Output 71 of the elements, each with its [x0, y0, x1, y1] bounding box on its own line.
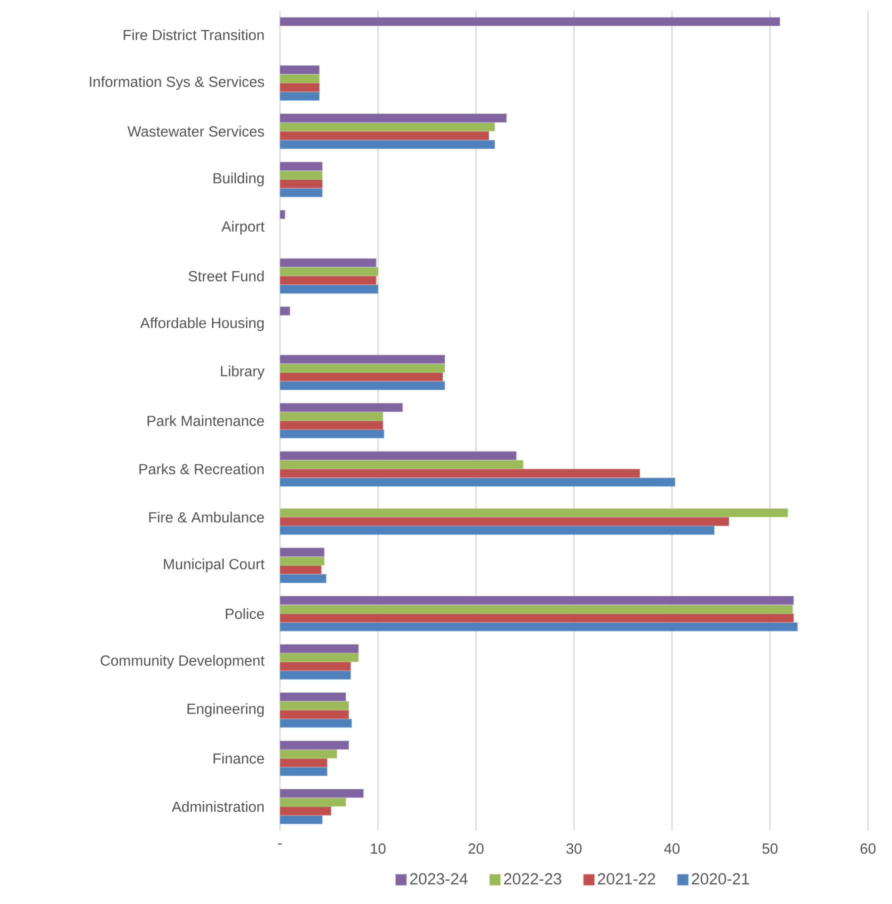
- y-tick-label: Information Sys & Services: [90, 76, 264, 90]
- y-tick-label: Municipal Court: [164, 558, 264, 572]
- legend-label: 2020-21: [692, 873, 750, 884]
- bar: [280, 614, 794, 622]
- bar: [280, 710, 349, 719]
- y-tick-label: Street Fund: [188, 270, 264, 282]
- x-tick-label: -: [278, 843, 282, 845]
- bar: [280, 622, 798, 632]
- y-tick-label: Park Maintenance: [148, 415, 264, 426]
- bar: [280, 381, 445, 390]
- bar: [280, 451, 516, 460]
- y-tick-label: Engineering: [188, 703, 264, 717]
- y-tick-label: Library: [221, 366, 265, 380]
- legend-label: 2021-22: [598, 873, 656, 884]
- bar: [280, 478, 676, 487]
- bar: [280, 420, 384, 430]
- x-tick-label: 20: [468, 843, 484, 854]
- bar: [280, 403, 403, 412]
- bar: [280, 468, 640, 478]
- y-tick-label: Community Development: [100, 655, 264, 669]
- bar: [280, 258, 376, 268]
- bar: [280, 354, 445, 364]
- bar: [280, 556, 324, 566]
- bar: [280, 17, 780, 26]
- bar: [280, 740, 349, 750]
- x-tick-label: 50: [762, 843, 778, 854]
- bar: [280, 788, 364, 798]
- bar: [280, 670, 351, 680]
- y-tick-label: Finance: [214, 752, 264, 764]
- x-tick-label: 40: [664, 843, 680, 854]
- x-tick-label: 10: [370, 843, 386, 854]
- y-tick-label: Affordable Housing: [140, 317, 264, 332]
- bar: [280, 364, 445, 372]
- bar: [280, 131, 489, 140]
- bar: [280, 372, 443, 382]
- bar: [280, 140, 495, 149]
- bar: [280, 114, 507, 122]
- bar: [280, 806, 332, 816]
- y-tick-label: Fire District Transition: [124, 29, 264, 40]
- bar: [280, 701, 349, 710]
- bar: [280, 604, 793, 614]
- bar: [280, 460, 524, 469]
- bar: [280, 412, 384, 421]
- legend-label: 2022-23: [504, 873, 562, 884]
- bar: [280, 284, 378, 294]
- bar: [280, 74, 320, 84]
- bar: [280, 798, 346, 807]
- x-tick-label: 60: [860, 843, 876, 854]
- bar: [280, 517, 730, 526]
- bar: [280, 596, 794, 605]
- bar: [280, 692, 346, 702]
- bar: [280, 429, 384, 438]
- bar: [280, 750, 338, 758]
- y-tick-label: Building: [214, 172, 264, 186]
- bar: [280, 267, 378, 276]
- y-tick-label: Police: [226, 608, 264, 620]
- bar: [280, 526, 714, 535]
- bar: [280, 276, 376, 285]
- bar: [280, 508, 788, 518]
- y-tick-label: Fire & Ambulance: [149, 512, 264, 523]
- y-tick-label: Wastewater Services: [127, 126, 264, 137]
- y-tick-label: Airport: [221, 220, 265, 235]
- y-tick-label: Administration: [172, 801, 264, 812]
- x-tick-label: 30: [566, 843, 582, 854]
- bar: [280, 653, 359, 662]
- bar: [280, 170, 322, 180]
- bar: [280, 767, 328, 776]
- legend-label: 2023-24: [410, 873, 468, 884]
- bar: [280, 644, 359, 654]
- bar: [280, 122, 495, 132]
- y-tick-label: Parks & Recreation: [139, 464, 264, 474]
